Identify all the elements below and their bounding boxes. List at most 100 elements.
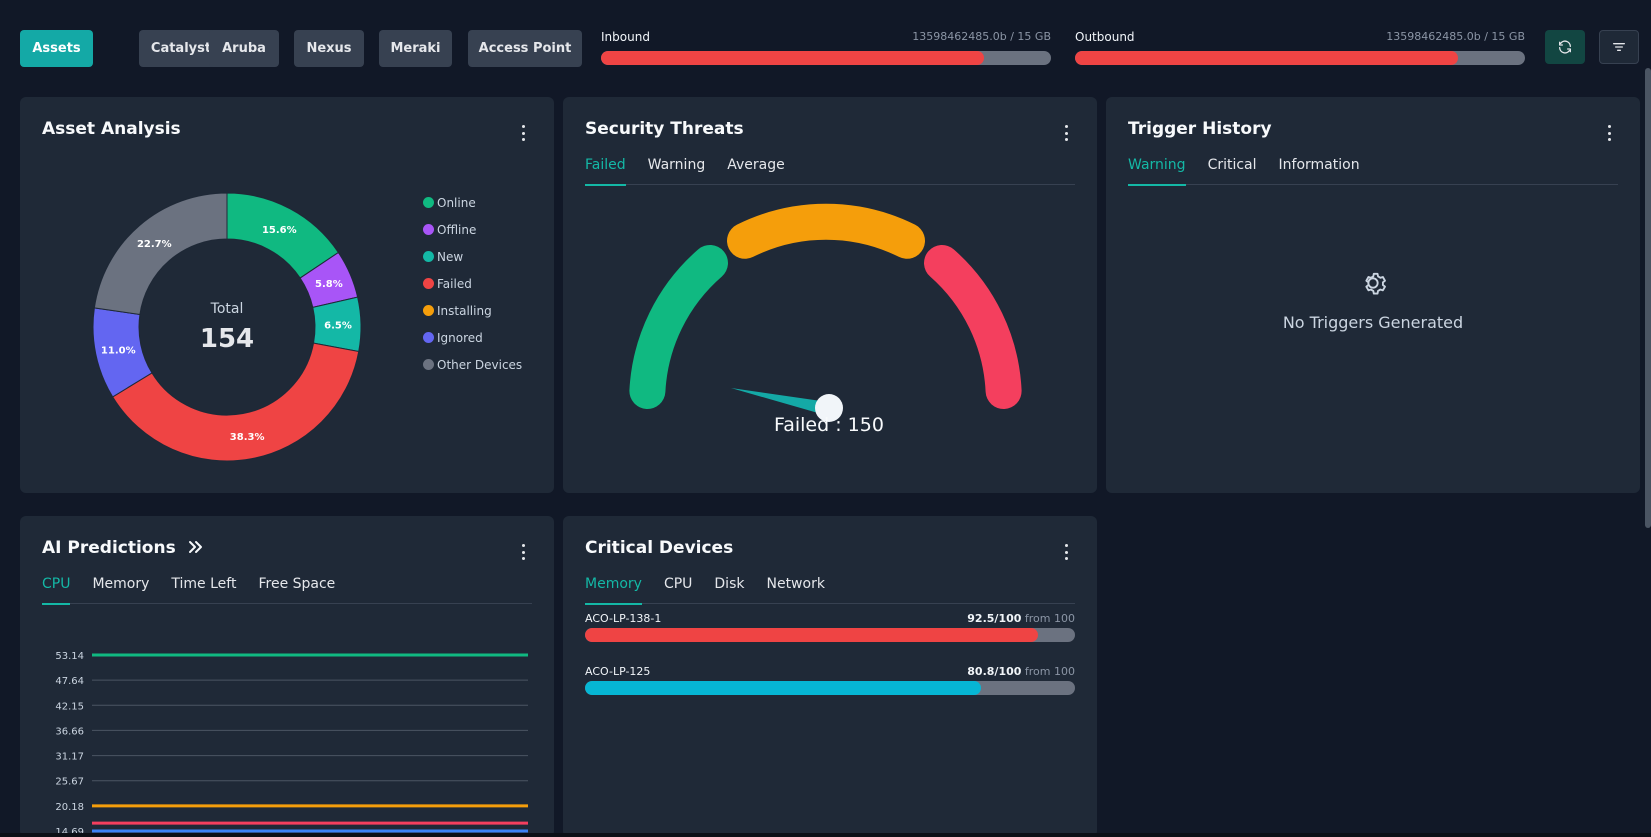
security-threats-tabs: Failed Warning Average [585,155,1075,186]
trigger-history-tabs: Warning Critical Information [1128,155,1618,186]
gauge-band-red [924,245,1022,409]
asset-analysis-title: Asset Analysis [42,119,181,139]
gauge-needle-hub [815,394,843,422]
tab-disk[interactable]: Disk [714,576,745,592]
tab-cpu[interactable]: CPU [42,574,71,605]
device-row[interactable]: ACO-LP-125 80.8/100 from 100 [585,665,1075,711]
tab-memory[interactable]: Memory [92,576,150,592]
device-bar-track [585,681,1075,695]
legend-item-installing[interactable]: Installing [423,297,522,324]
ai-predictions-card: AI Predictions CPU Memory Time Left Free… [20,516,554,837]
legend-label: New [437,249,464,264]
device-from: from 100 [1024,665,1075,678]
security-threats-menu-icon[interactable] [1065,125,1069,141]
device-value: 80.8/100 from 100 [967,665,1075,678]
filter-button[interactable] [1599,30,1639,64]
critical-devices-tabs: Memory CPU Disk Network [585,574,1075,605]
outbound-fill [1075,51,1458,65]
tab-time-left[interactable]: Time Left [171,576,237,592]
security-threats-card: Security Threats Failed Warning Average … [563,97,1097,493]
asset-legend: Online Offline New Failed Installing Ign… [423,189,522,378]
chevrons-right-icon[interactable] [188,540,204,554]
donut-slice-label: 15.6% [262,225,297,236]
device-from: from 100 [1024,612,1075,625]
legend-item-other-devices[interactable]: Other Devices [423,351,522,378]
device-name: ACO-LP-125 [585,665,651,678]
donut-slice-failed[interactable] [111,342,360,462]
donut-slice-label: 11.0% [101,345,136,356]
top-bar: Assets Catalyst Aruba Nexus Meraki Acces… [20,30,1645,67]
bottom-edge [0,833,1651,837]
page-scrollbar[interactable] [1645,68,1651,528]
device-bar-track [585,628,1075,642]
tab-network[interactable]: Network [766,576,825,592]
ai-predictions-menu-icon[interactable] [522,544,526,560]
donut-center-label: Total [210,301,244,317]
refresh-icon [1559,40,1571,54]
donut-slice-label: 22.7% [137,239,172,250]
device-score: 80.8/100 [967,665,1022,678]
legend-label: Online [437,195,476,210]
tab-failed[interactable]: Failed [585,155,626,186]
legend-dot [423,278,434,289]
gear-icon [1365,272,1386,295]
donut-slice-label: 5.8% [315,279,343,290]
inbound-label: Inbound [601,30,650,44]
legend-dot [423,197,434,208]
asset-analysis-card: Asset Analysis 15.6% 5.8% 6.5% 38.3% 11.0% 22… [20,97,554,493]
ai-predictions-line-chart: 53.14 47.64 42.15 36.66 31.17 25.67 20.18 14.69 [55,651,528,837]
refresh-button[interactable] [1545,30,1585,64]
trigger-history-menu-icon[interactable] [1608,125,1612,141]
y-tick-label: 47.64 [55,676,84,687]
legend-item-ignored[interactable]: Ignored [423,324,522,351]
tab-nexus[interactable]: Nexus [294,30,364,67]
critical-devices-menu-icon[interactable] [1065,544,1069,560]
gauge-band-green [629,245,728,409]
legend-dot [423,251,434,262]
y-tick-label: 42.15 [55,701,84,712]
security-threats-title: Security Threats [585,119,744,139]
legend-item-failed[interactable]: Failed [423,270,522,297]
tab-free-space[interactable]: Free Space [258,576,336,592]
tab-critical[interactable]: Critical [1207,157,1257,173]
legend-label: Offline [437,222,477,237]
legend-item-offline[interactable]: Offline [423,216,522,243]
tab-average[interactable]: Average [727,157,785,173]
inbound-track [601,51,1051,65]
legend-dot [423,305,434,316]
gauge-needle [731,388,828,415]
tab-cpu[interactable]: CPU [663,576,693,592]
inbound-fill [601,51,984,65]
device-score: 92.5/100 [967,612,1022,625]
tab-assets[interactable]: Assets [20,30,93,67]
trigger-empty-state: No Triggers Generated [1106,267,1640,332]
gauge-value-label: Failed : 150 [774,414,884,436]
legend-label: Failed [437,276,472,291]
donut-slice-other-devices[interactable] [93,192,228,316]
ai-predictions-title-text: AI Predictions [42,538,176,558]
device-row[interactable]: ACO-LP-138-1 92.5/100 from 100 [585,612,1075,658]
donut-center-value: 154 [200,324,254,354]
legend-item-online[interactable]: Online [423,189,522,216]
asset-analysis-menu-icon[interactable] [522,125,526,141]
tab-aruba[interactable]: Aruba [209,30,279,67]
outbound-value: 13598462485.0b / 15 GB [1386,30,1525,43]
tab-warning[interactable]: Warning [1128,155,1186,186]
legend-item-new[interactable]: New [423,243,522,270]
outbound-meter: Outbound 13598462485.0b / 15 GB [1075,30,1525,67]
device-bar-fill [585,628,1039,642]
device-value: 92.5/100 from 100 [967,612,1075,625]
tab-meraki[interactable]: Meraki [379,30,452,67]
tab-memory[interactable]: Memory [585,574,642,605]
legend-label: Ignored [437,330,483,345]
y-tick-label: 14.69 [55,827,84,837]
gauge-band-orange [727,203,925,259]
device-bar-fill [585,681,981,695]
tab-warning[interactable]: Warning [647,157,706,173]
tab-access-point[interactable]: Access Point [468,30,582,67]
critical-devices-title: Critical Devices [585,538,734,558]
legend-dot [423,224,434,235]
legend-label: Other Devices [437,357,523,372]
y-tick-label: 53.14 [55,651,84,662]
tab-information[interactable]: Information [1278,157,1360,173]
